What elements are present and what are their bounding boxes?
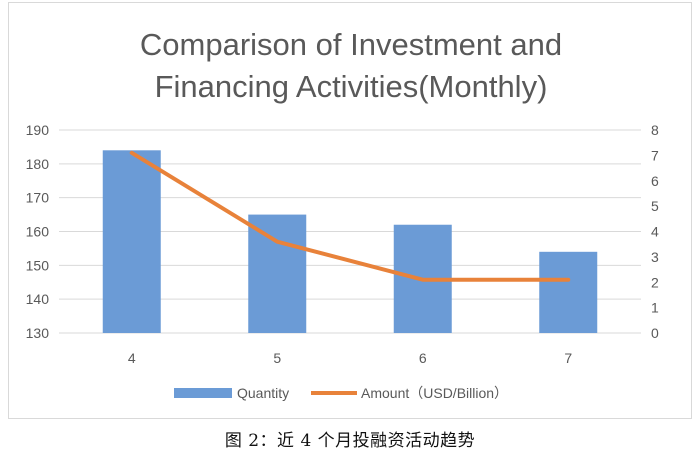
x-axis: 4 5 6 7: [128, 350, 573, 366]
chart-title-line-2: Financing Activities(Monthly): [155, 69, 548, 104]
right-tick-label: 5: [651, 198, 659, 214]
left-tick-label: 180: [26, 156, 50, 172]
left-tick-label: 150: [26, 257, 50, 273]
line-series: [129, 150, 571, 282]
chart-frame: Comparison of Investment and Financing A…: [8, 2, 692, 419]
right-tick-label: 2: [651, 274, 659, 290]
legend-label-quantity: Quantity: [237, 385, 289, 401]
right-tick-label: 4: [651, 224, 659, 240]
legend-label-amount: Amount（USD/Billion）: [361, 385, 508, 401]
left-tick-label: 130: [26, 325, 50, 341]
left-tick-label: 160: [26, 224, 50, 240]
amount-line: [129, 150, 571, 282]
left-y-axis: 130 140 150 160 170 180 190: [26, 122, 50, 341]
right-tick-label: 1: [651, 300, 659, 316]
left-tick-label: 170: [26, 190, 50, 206]
right-y-axis: 0 1 2 3 4 5 6 7 8: [651, 122, 659, 341]
chart-title-line-1: Comparison of Investment and: [140, 27, 562, 62]
right-tick-label: 8: [651, 122, 659, 138]
right-tick-label: 6: [651, 173, 659, 189]
legend-swatch-quantity: [174, 388, 232, 398]
chart-svg: Comparison of Investment and Financing A…: [26, 27, 659, 401]
chart-title: Comparison of Investment and Financing A…: [140, 27, 562, 104]
x-tick-label: 5: [273, 350, 281, 366]
right-tick-label: 7: [651, 147, 659, 163]
bar: [102, 150, 161, 333]
legend: Quantity Amount（USD/Billion）: [174, 385, 508, 401]
right-tick-label: 0: [651, 325, 659, 341]
x-tick-label: 4: [128, 350, 136, 366]
bar: [248, 214, 307, 333]
figure-caption: 图 2：近 4 个月投融资活动趋势: [224, 431, 476, 451]
right-tick-label: 3: [651, 249, 659, 265]
x-tick-label: 6: [419, 350, 427, 366]
left-tick-label: 140: [26, 291, 50, 307]
bar-series: [102, 150, 598, 333]
x-tick-label: 7: [564, 350, 572, 366]
bar: [539, 251, 598, 333]
left-tick-label: 190: [26, 122, 50, 138]
